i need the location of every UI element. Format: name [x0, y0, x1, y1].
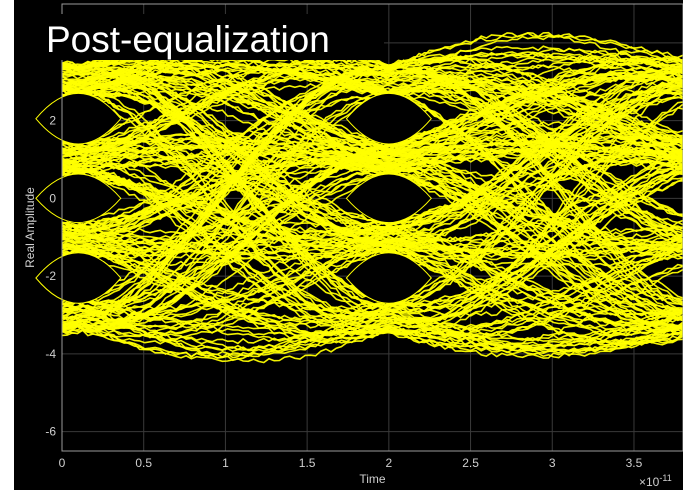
- eye-trace: [61, 166, 683, 319]
- x-axis-exponent: ×10-11: [639, 473, 672, 489]
- eye-trace: [61, 250, 683, 311]
- x-tick-label: 3.5: [626, 456, 643, 470]
- title-background: [44, 14, 384, 60]
- eye-trace: [61, 240, 683, 330]
- y-tick-labels: -6-4-2024: [45, 36, 56, 439]
- eye-trace: [61, 70, 683, 305]
- eye-trace: [61, 71, 683, 164]
- x-axis-exponent-base: ×10: [639, 475, 660, 489]
- eye-trace: [61, 68, 683, 170]
- eye-trace: [61, 84, 683, 336]
- eye-trace: [61, 82, 683, 323]
- eye-opening: [345, 173, 432, 223]
- eye-trace: [61, 158, 683, 324]
- eye-traces: [61, 31, 683, 364]
- y-tick-label: -4: [45, 347, 56, 361]
- eye-trace: [61, 67, 683, 317]
- eye-trace: [61, 63, 683, 243]
- x-tick-label: 1: [222, 456, 229, 470]
- eye-trace: [61, 57, 683, 218]
- eye-trace: [61, 75, 683, 301]
- eye-opening: [345, 93, 432, 145]
- x-tick-label: 3: [549, 456, 556, 470]
- eye-trace: [61, 68, 683, 321]
- eye-trace: [61, 230, 683, 338]
- eye-trace: [61, 234, 683, 345]
- y-tick-label: 0: [49, 191, 56, 205]
- eye-trace: [61, 77, 683, 307]
- x-tick-label: 0: [59, 456, 66, 470]
- axes-box: [61, 3, 683, 452]
- y-tick-label: 2: [49, 114, 56, 128]
- eye-trace: [61, 132, 683, 311]
- eye-trace: [61, 143, 683, 332]
- x-tick-label: 1.5: [299, 456, 316, 470]
- y-axis-label: Real Amplitude: [23, 187, 37, 268]
- eye-trace: [61, 76, 683, 307]
- eye-trace: [61, 87, 683, 248]
- eye-trace: [61, 82, 683, 151]
- x-axis-label: Time: [359, 472, 386, 486]
- y-tick-label: -2: [45, 269, 56, 283]
- eye-openings: [35, 93, 432, 304]
- eye-trace: [61, 221, 683, 350]
- eye-opening: [345, 252, 432, 304]
- eye-trace: [61, 234, 683, 359]
- eye-trace: [61, 70, 683, 322]
- chart-title: Post-equalization: [46, 19, 330, 60]
- eye-trace: [61, 149, 683, 222]
- x-tick-label: 2.5: [462, 456, 479, 470]
- eye-trace: [62, 168, 683, 352]
- eye-trace: [61, 136, 683, 158]
- eye-trace: [61, 95, 683, 323]
- x-tick-label: 2: [385, 456, 392, 470]
- eye-trace: [61, 79, 683, 229]
- eye-trace: [61, 242, 683, 336]
- eye-trace: [62, 159, 683, 250]
- eye-trace: [61, 89, 683, 236]
- x-tick-labels: 0 0.5 1 1.5 2 2.5 3 3.5: [59, 456, 643, 470]
- eye-diagram-chart: 00.511.522.533.5 -6-4-2024 Time Real Amp…: [23, 3, 683, 489]
- eye-diagram-figure: 00.511.522.533.5 -6-4-2024 Time Real Amp…: [14, 0, 683, 490]
- x-tick-label: 0.5: [135, 456, 152, 470]
- eye-trace: [61, 66, 683, 255]
- y-tick-label: -6: [45, 425, 56, 439]
- x-axis-exponent-power: -11: [659, 473, 671, 483]
